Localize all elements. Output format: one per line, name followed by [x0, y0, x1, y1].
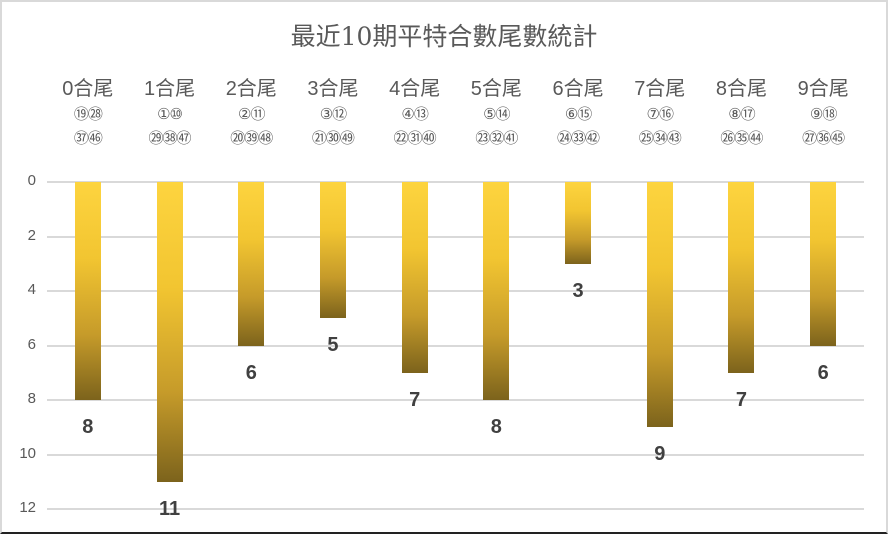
y-tick-label: 6: [27, 335, 36, 353]
category-numbers: ①⑩: [157, 105, 183, 123]
category-label: 2合尾 ②⑪ ⑳㊴㊽: [210, 76, 292, 150]
gridline: [47, 290, 864, 292]
y-tick-label: 0: [27, 172, 36, 189]
category-label: 6合尾 ⑥⑮ ㉔㉝㊷: [537, 76, 619, 150]
category-numbers: ⑳㊴㊽: [230, 129, 273, 147]
category-label: 9合尾 ⑨⑱ ㉗㊱㊺: [782, 76, 864, 150]
y-tick-label: 2: [27, 226, 36, 244]
gridline: [47, 508, 864, 510]
data-label: 6: [817, 361, 829, 384]
category-name: 3合尾: [307, 78, 359, 100]
category-label: 8合尾 ⑧⑰ ㉖㉟㊹: [700, 76, 782, 150]
category-name: 7合尾: [634, 78, 686, 100]
category-numbers: ⑨⑱: [809, 105, 837, 123]
y-tick-label: 8: [27, 390, 36, 407]
category-name: 0合尾: [62, 78, 114, 100]
category-label: 4合尾 ④⑬ ㉒㉛㊵: [374, 76, 456, 150]
category-numbers: ⑦⑯: [646, 105, 674, 123]
category-numbers: ⑤⑭: [483, 105, 510, 123]
category-numbers: ⑥⑮: [564, 105, 592, 123]
bar: [483, 182, 510, 400]
chart-title: 最近10期平特合數尾數統計: [290, 22, 598, 51]
category-label: 7合尾 ⑦⑯ ㉕㉞㊸: [619, 76, 701, 150]
gridline: [47, 181, 864, 183]
bar: [156, 182, 183, 482]
gridline: [47, 399, 864, 401]
y-tick-label: 10: [19, 444, 36, 462]
y-tick-label: 12: [19, 499, 36, 516]
data-label: 5: [327, 334, 339, 357]
category-name: 4合尾: [389, 78, 441, 100]
bar: [238, 182, 265, 346]
category-numbers: ㊲㊻: [73, 129, 103, 147]
bar: [810, 182, 837, 346]
category-name: 5合尾: [470, 78, 522, 100]
category-numbers: ③⑫: [319, 105, 347, 123]
data-label: 7: [409, 388, 421, 411]
data-label: 8: [490, 416, 502, 438]
gridline: [47, 235, 864, 238]
category-label: 3合尾 ③⑫ ㉑㉚㊾: [292, 76, 374, 150]
data-label: 6: [245, 361, 257, 384]
gridline: [47, 453, 864, 456]
gridline: [47, 344, 864, 347]
category-name: 8合尾: [715, 78, 767, 100]
data-label: 11: [158, 497, 181, 520]
category-label: 5合尾 ⑤⑭ ㉓㉜㊶: [455, 76, 537, 150]
bar: [401, 182, 428, 373]
category-name: 9合尾: [797, 78, 849, 100]
category-numbers: ④⑬: [401, 105, 428, 123]
bar: [74, 182, 101, 400]
category-name: 6合尾: [552, 78, 604, 100]
bar: [319, 182, 346, 319]
category-numbers: ㉑㉚㊾: [311, 129, 355, 147]
category-name: 2合尾: [225, 78, 277, 100]
y-tick-label: 4: [27, 281, 36, 298]
category-numbers: ㉒㉛㊵: [393, 129, 437, 147]
category-numbers: ㉓㉜㊶: [475, 129, 518, 147]
category-numbers: ②⑪: [238, 105, 265, 123]
bar: [565, 182, 592, 264]
bar: [646, 182, 673, 428]
data-label: 7: [735, 388, 747, 411]
category-numbers: ㉔㉝㊷: [557, 129, 600, 147]
data-label: 9: [654, 443, 666, 466]
category-label: 1合尾 ①⑩ ㉙㊳㊼: [129, 76, 211, 150]
data-label: 8: [82, 416, 94, 438]
bar: [728, 182, 755, 373]
category-name: 1合尾: [143, 78, 196, 100]
category-numbers: ㉗㊱㊺: [802, 129, 845, 147]
category-numbers: ㉕㉞㊸: [638, 129, 682, 147]
category-numbers: ㉙㊳㊼: [148, 129, 192, 147]
category-numbers: ⑲㉘: [73, 105, 103, 123]
data-label: 3: [572, 279, 584, 302]
category-numbers: ⑧⑰: [728, 105, 755, 123]
category-numbers: ㉖㉟㊹: [720, 129, 763, 147]
